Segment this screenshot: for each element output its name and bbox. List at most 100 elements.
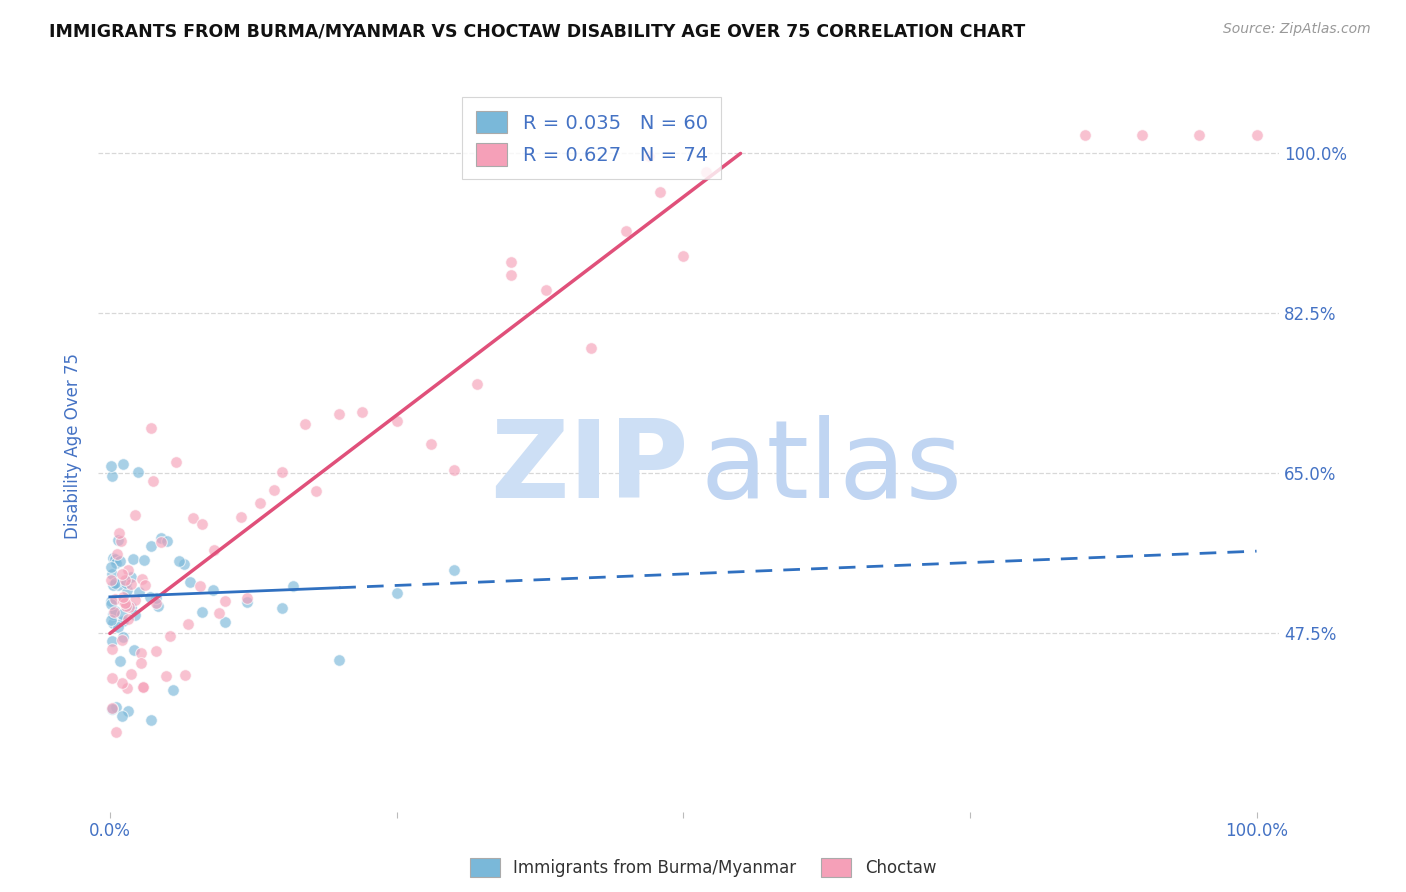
Point: [650, 185, 672, 199]
Point: [100, 671, 122, 685]
Point: [107, 533, 129, 548]
Point: [231, 510, 253, 524]
Point: [111, 708, 134, 723]
Point: [139, 539, 162, 553]
Point: [150, 535, 173, 549]
Point: [1246, 128, 1268, 142]
Point: [117, 704, 139, 718]
Point: [352, 405, 374, 419]
Point: [120, 577, 142, 591]
Point: [118, 600, 141, 615]
Point: [104, 552, 127, 566]
Point: [101, 577, 124, 591]
Point: [1073, 128, 1095, 142]
Point: [121, 552, 143, 566]
Point: [108, 654, 131, 668]
Point: [214, 615, 236, 629]
Point: [465, 377, 488, 392]
Point: [124, 608, 146, 623]
Point: [124, 593, 146, 607]
Point: [173, 557, 195, 571]
Point: [1130, 128, 1153, 142]
Point: [105, 547, 128, 561]
Point: [159, 629, 181, 643]
Point: [110, 534, 132, 549]
Point: [101, 615, 124, 630]
Point: [637, 149, 659, 163]
Point: [249, 496, 271, 510]
Point: [179, 574, 201, 589]
Point: [111, 630, 134, 644]
Point: [139, 421, 162, 435]
Point: [131, 572, 153, 586]
Point: [115, 582, 138, 597]
Point: [111, 614, 134, 628]
Point: [695, 165, 717, 179]
Point: [534, 283, 557, 297]
Point: [672, 249, 695, 263]
Point: [100, 574, 122, 588]
Point: [190, 605, 212, 619]
Point: [101, 701, 124, 715]
Point: [128, 585, 150, 599]
Point: [120, 570, 142, 584]
Point: [190, 516, 212, 531]
Point: [114, 596, 136, 610]
Point: [111, 591, 134, 605]
Point: [100, 594, 122, 608]
Point: [100, 560, 122, 574]
Point: [101, 469, 124, 483]
Point: [134, 578, 156, 592]
Point: [111, 566, 134, 581]
Point: [115, 599, 138, 614]
Point: [188, 578, 211, 592]
Point: [101, 702, 124, 716]
Point: [145, 597, 167, 611]
Y-axis label: Disability Age Over 75: Disability Age Over 75: [65, 353, 83, 539]
Point: [305, 484, 328, 499]
Point: [145, 644, 167, 658]
Point: [174, 668, 197, 682]
Point: [614, 225, 637, 239]
Point: [117, 612, 139, 626]
Point: [146, 599, 169, 613]
Point: [117, 681, 139, 695]
Point: [165, 455, 187, 469]
Point: [142, 475, 165, 489]
Point: [139, 590, 162, 604]
Point: [124, 508, 146, 522]
Point: [100, 459, 122, 474]
Point: [114, 576, 136, 591]
Point: [101, 551, 124, 566]
Text: IMMIGRANTS FROM BURMA/MYANMAR VS CHOCTAW DISABILITY AGE OVER 75 CORRELATION CHAR: IMMIGRANTS FROM BURMA/MYANMAR VS CHOCTAW…: [49, 22, 1025, 40]
Point: [104, 576, 127, 591]
Point: [385, 586, 408, 600]
Point: [270, 465, 292, 479]
Point: [294, 417, 316, 432]
Point: [214, 594, 236, 608]
Point: [117, 563, 139, 577]
Point: [208, 606, 231, 620]
Point: [111, 607, 134, 621]
Point: [111, 457, 134, 471]
Point: [501, 268, 523, 282]
Point: [283, 579, 305, 593]
Point: [120, 600, 142, 615]
Point: [101, 633, 124, 648]
Point: [581, 342, 603, 356]
Legend: Immigrants from Burma/Myanmar, Choctaw: Immigrants from Burma/Myanmar, Choctaw: [463, 852, 943, 884]
Point: [420, 437, 443, 451]
Point: [105, 556, 128, 570]
Point: [270, 601, 292, 615]
Point: [108, 526, 131, 541]
Point: [501, 255, 523, 269]
Point: [107, 620, 129, 634]
Point: [443, 463, 465, 477]
Point: [131, 681, 153, 695]
Point: [167, 554, 190, 568]
Point: [134, 553, 156, 567]
Point: [103, 606, 125, 620]
Point: [104, 577, 127, 591]
Point: [120, 667, 142, 681]
Point: [100, 597, 122, 611]
